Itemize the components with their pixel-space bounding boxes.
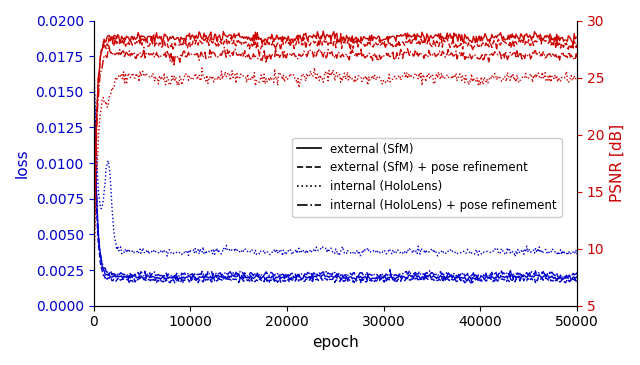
X-axis label: epoch: epoch (312, 335, 358, 350)
Y-axis label: PSNR [dB]: PSNR [dB] (610, 124, 625, 202)
Y-axis label: loss: loss (15, 148, 30, 178)
Legend: external (SfM), external (SfM) + pose refinement, internal (HoloLens), internal : external (SfM), external (SfM) + pose re… (292, 138, 561, 217)
